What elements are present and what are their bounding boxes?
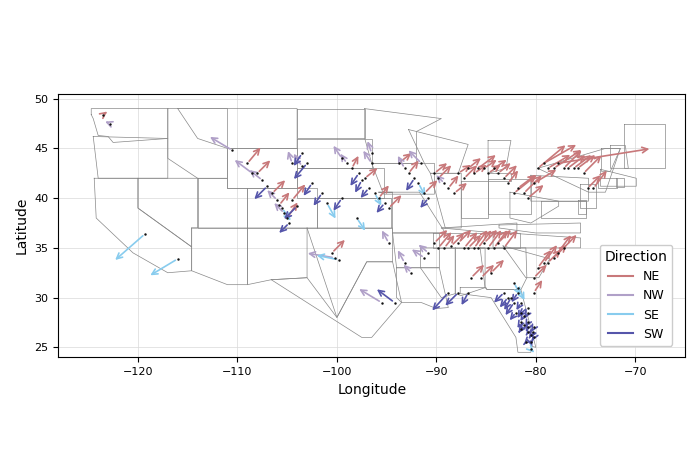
Legend: NE, NW, SE, SW: NE, NW, SE, SW — [600, 245, 673, 346]
Y-axis label: Latitude: Latitude — [15, 197, 29, 254]
X-axis label: Longitude: Longitude — [337, 382, 406, 396]
